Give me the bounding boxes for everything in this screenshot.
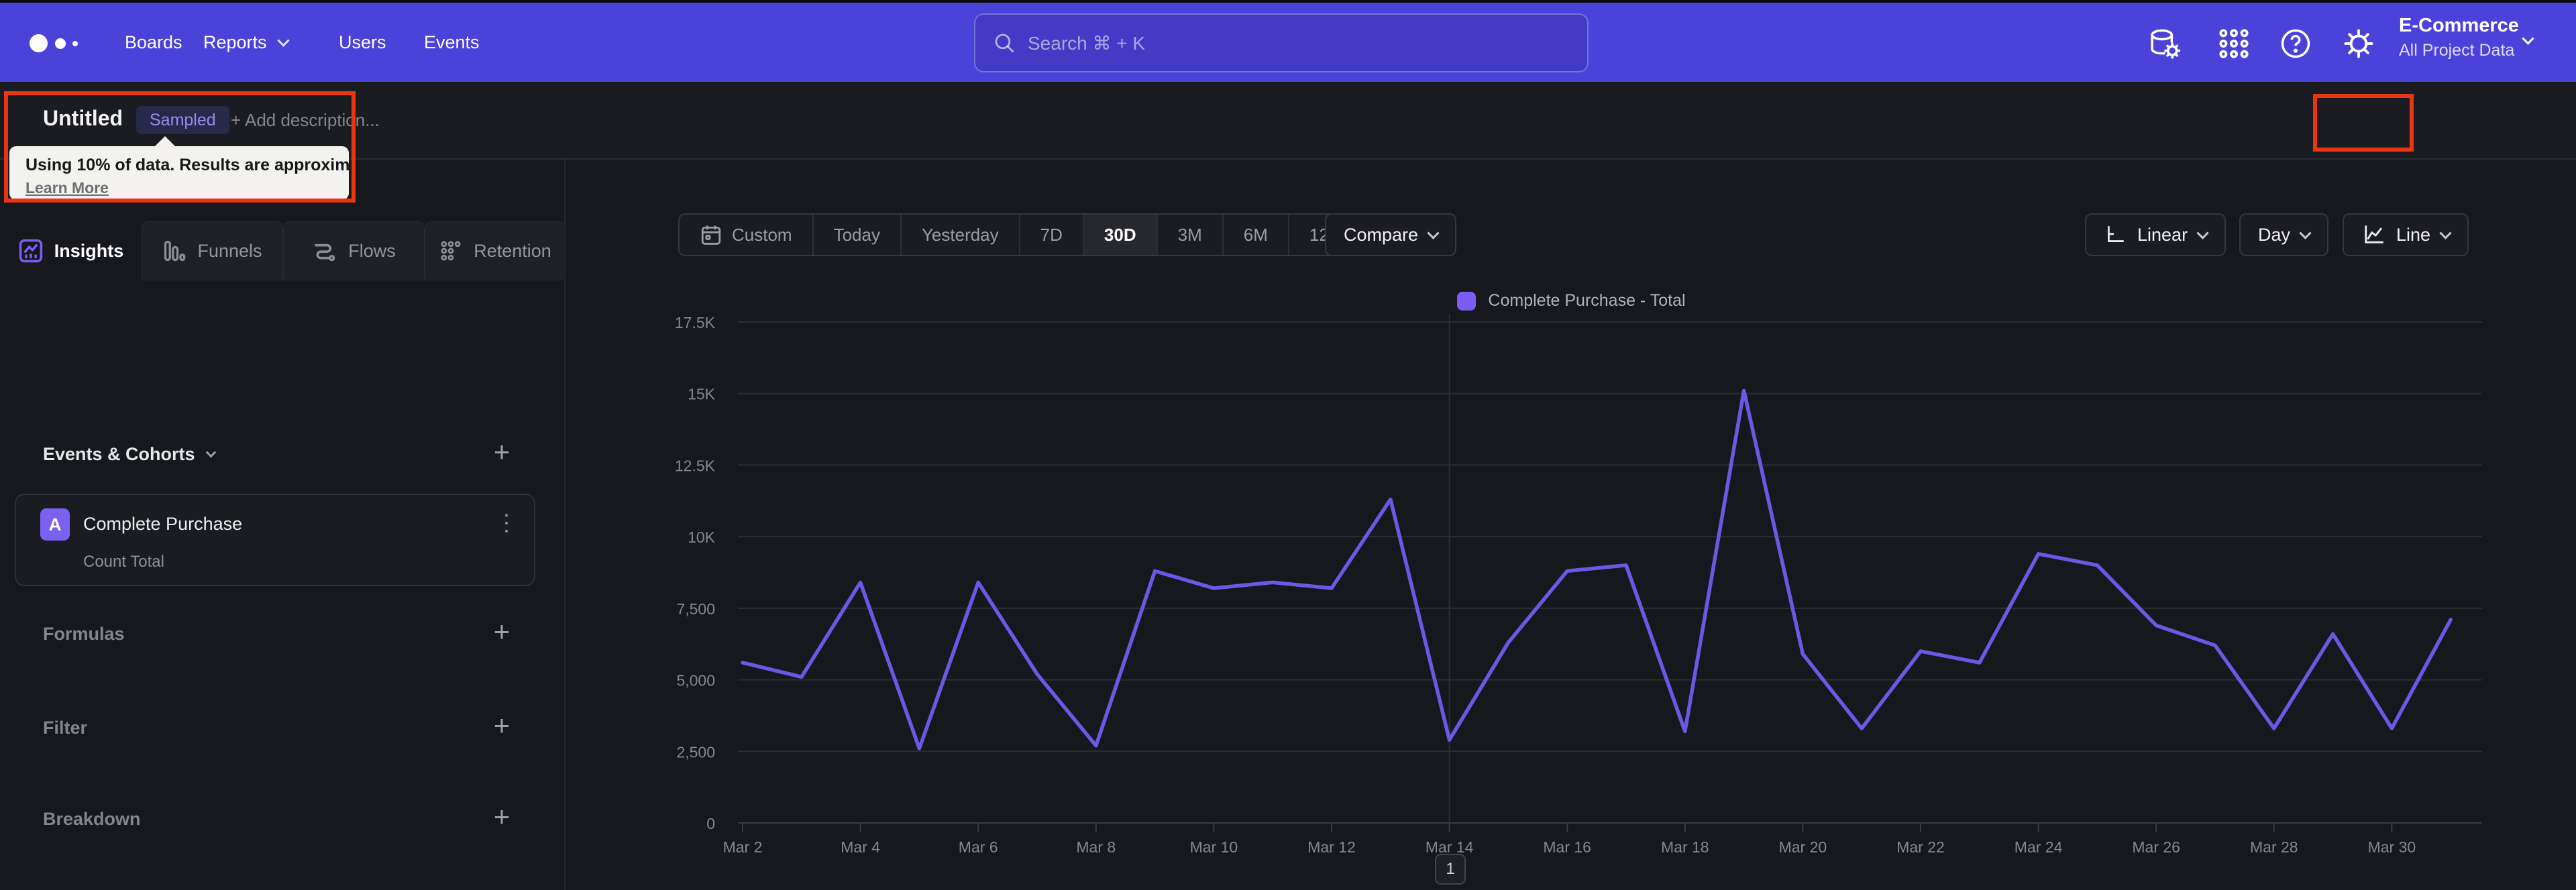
chevron-down-icon [205,447,216,458]
tab-funnels[interactable]: Funnels [142,221,283,280]
x-axis-label: Mar 24 [2015,838,2063,856]
line-chart-icon [2365,225,2383,243]
nav-item-reports[interactable]: Reports [203,3,290,82]
query-builder: Events & Cohorts + A Complete Purchase C… [0,280,564,890]
report-title[interactable]: Untitled [43,106,123,130]
linear-axis-icon [2108,225,2125,242]
chart-legend[interactable]: Complete Purchase - Total [567,291,2576,311]
chart-type-dropdown[interactable]: Line [2343,213,2469,256]
project-name: E-Commerce [2399,15,2519,36]
section-filter: Filter [43,718,88,738]
add-filter-button[interactable]: + [493,710,511,741]
x-axis-label: Mar 4 [841,838,880,856]
search-icon [995,34,1014,53]
calendar-icon [701,225,721,245]
sidebar: Insights Funnels Flows Retention [0,160,566,890]
x-axis-label: Mar 28 [2250,838,2298,856]
section-formulas: Formulas [43,624,125,644]
x-axis-label: Mar 18 [1661,838,1709,856]
search-placeholder: Search ⌘ + K [1028,32,1146,54]
x-axis-label: Mar 8 [1076,838,1116,856]
data-series-line[interactable] [741,388,2453,750]
interval-dropdown[interactable]: Day [2239,213,2329,256]
data-management-icon[interactable] [2145,25,2183,62]
y-axis-label: 5,000 [676,672,715,689]
top-nav: Boards Reports Users Events Search ⌘ + K [0,0,2576,82]
x-axis-label: Mar 6 [959,838,998,856]
add-event-button[interactable]: + [493,436,511,467]
sampling-tooltip: Using 10% of data. Results are approxima… [9,136,379,200]
learn-more-link[interactable]: Learn More [25,179,109,197]
x-axis-label: Mar 26 [2132,838,2180,856]
tab-insights[interactable]: Insights [0,221,142,280]
legend-swatch [1457,291,1477,311]
y-axis-label: 15K [688,386,716,403]
y-axis-label: 17.5K [675,314,716,331]
nav-item-events[interactable]: Events [424,32,480,52]
insights-icon [19,239,42,263]
help-icon[interactable] [2277,25,2314,62]
project-scope: All Project Data [2399,41,2515,60]
y-axis-label: 7,500 [676,600,715,618]
event-name: Complete Purchase [83,514,243,534]
range-today[interactable]: Today [812,215,900,255]
x-axis-label: Mar 10 [1190,838,1238,856]
event-card[interactable]: A Complete Purchase Count Total ⋮ [15,494,535,586]
event-metric[interactable]: Count Total [83,553,164,571]
title-bar: Untitled Sampled + Add description... • [0,82,2576,225]
nav-item-users[interactable]: Users [339,32,386,52]
chart-pagination[interactable]: 1 [1435,854,1466,885]
y-axis-label: 2,500 [676,743,715,761]
line-chart: 0 2,500 5,000 7,500 10K 12.5K 15K 17.5K Mar 2 Mar… [675,314,2482,856]
y-axis-label: 10K [688,529,716,546]
range-6m[interactable]: 6M [1222,215,1288,255]
x-axis-label: Mar 14 [1426,838,1474,856]
x-axis-label: Mar 30 [2368,838,2416,856]
event-kebab-menu[interactable]: ⋮ [495,510,518,536]
project-chevron-icon [2522,32,2534,45]
x-axis-label: Mar 12 [1307,838,1356,856]
nav-item-boards[interactable]: Boards [125,32,182,52]
add-breakdown-button[interactable]: + [493,801,511,832]
section-breakdown: Breakdown [43,809,141,829]
y-axis-label: 12.5K [675,457,716,474]
x-axis-label: Mar 16 [1543,838,1591,856]
mixpanel-logo-icon[interactable] [27,3,101,82]
compare-dropdown[interactable]: Compare [1325,213,1457,256]
range-30d[interactable]: 30D [1082,215,1157,255]
x-axis-label: Mar 2 [723,838,763,856]
range-3m[interactable]: 3M [1156,215,1222,255]
retention-icon [441,241,461,261]
scale-dropdown[interactable]: Linear [2085,213,2226,256]
tooltip-text: Using 10% of data. Results are approxima… [25,156,379,174]
event-series-badge: A [40,508,70,541]
add-description[interactable]: + Add description... [231,110,380,130]
events-cohorts-header[interactable]: Events & Cohorts [43,444,216,465]
project-switcher[interactable]: E-Commerce All Project Data [2399,15,2519,60]
flows-icon [315,243,335,262]
chevron-down-icon [276,34,290,47]
range-custom[interactable]: Custom [680,215,812,255]
add-formula-button[interactable]: + [493,616,511,647]
chart-panel: Custom Today Yesterday 7D 30D 3M 6M 12M … [567,160,2576,890]
settings-gear-icon[interactable] [2340,25,2377,62]
sampled-badge[interactable]: Sampled [136,106,229,134]
search-input[interactable]: Search ⌘ + K [974,13,1589,72]
funnels-icon [164,240,186,262]
tab-flows[interactable]: Flows [283,221,425,280]
x-axis-label: Mar 22 [1896,838,1945,856]
legend-label: Complete Purchase - Total [1488,291,1686,310]
y-axis-label: 0 [706,815,715,832]
x-axis-label: Mar 20 [1779,838,1827,856]
range-7d[interactable]: 7D [1018,215,1083,255]
tab-retention[interactable]: Retention [425,221,566,280]
apps-grid-icon[interactable] [2215,25,2253,62]
range-yesterday[interactable]: Yesterday [900,215,1019,255]
